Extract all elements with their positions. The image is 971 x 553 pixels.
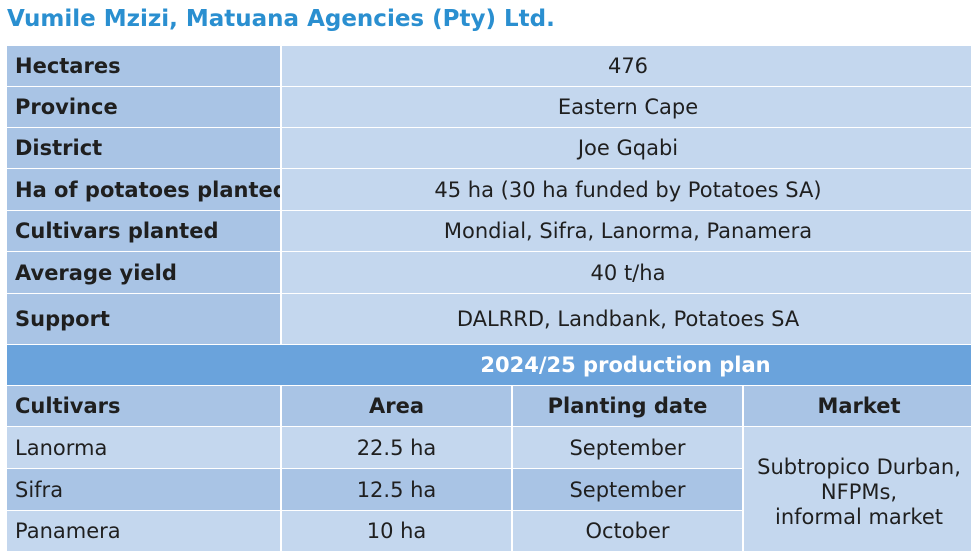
market-cell: Subtropico Durban, NFPMs, informal marke… [744, 427, 971, 551]
production-plan-heading: 2024/25 production plan [7, 345, 971, 385]
average-yield-value: 40 t/ha [282, 252, 971, 293]
table-row-cultivar: Sifra [7, 469, 280, 510]
farm-info-table: Hectares 476 Province Eastern Cape Distr… [7, 46, 971, 551]
column-header-planting-date: Planting date [513, 386, 742, 426]
average-yield-label: Average yield [7, 252, 280, 293]
market-line: informal market [774, 504, 943, 529]
market-line: NFPMs, [820, 479, 898, 504]
hectares-value: 476 [282, 46, 971, 86]
cultivars-planted-label: Cultivars planted [7, 211, 280, 251]
table-row-area: 22.5 ha [282, 427, 511, 468]
support-label: Support [7, 294, 280, 344]
column-header-area: Area [282, 386, 511, 426]
column-header-cultivars: Cultivars [7, 386, 280, 426]
table-row-date: September [513, 427, 742, 468]
market-line: Subtropico Durban, [757, 454, 961, 479]
potatoes-planted-value: 45 ha (30 ha funded by Potatoes SA) [282, 169, 971, 210]
table-row-area: 12.5 ha [282, 469, 511, 510]
hectares-label: Hectares [7, 46, 280, 86]
cultivars-planted-value: Mondial, Sifra, Lanorma, Panamera [282, 211, 971, 251]
province-label: Province [7, 87, 280, 127]
district-value: Joe Gqabi [282, 128, 971, 168]
production-plan-heading-text: 2024/25 production plan [480, 353, 771, 377]
table-row-cultivar: Lanorma [7, 427, 280, 468]
table-row-date: September [513, 469, 742, 510]
column-header-market: Market [744, 386, 971, 426]
support-value: DALRRD, Landbank, Potatoes SA [282, 294, 971, 344]
table-row-area: 10 ha [282, 511, 511, 551]
table-row-date: October [513, 511, 742, 551]
page-title: Vumile Mzizi, Matuana Agencies (Pty) Ltd… [7, 6, 555, 32]
table-row-cultivar: Panamera [7, 511, 280, 551]
potatoes-planted-label: Ha of potatoes planted [7, 169, 280, 210]
district-label: District [7, 128, 280, 168]
province-value: Eastern Cape [282, 87, 971, 127]
